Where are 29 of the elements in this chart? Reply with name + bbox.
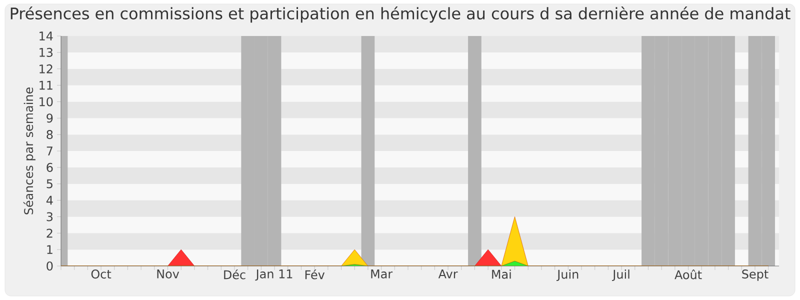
x-tick-label: Déc <box>224 270 246 280</box>
y-tick-label: 7 <box>46 146 52 156</box>
y-tick-label: 3 <box>46 212 53 222</box>
y-tick-label: 0 <box>46 261 53 271</box>
x-tick-label: Oct <box>91 270 112 279</box>
x-tick-label: Jan 11 <box>255 270 292 281</box>
x-tick-label: Mai <box>492 270 511 279</box>
y-tick-label: 4 <box>46 196 53 205</box>
x-tick-label: Août <box>674 270 702 280</box>
x-tick-label: Sept <box>742 270 768 281</box>
y-tick-label: 1 <box>47 245 52 254</box>
y-tick-label: 6 <box>46 162 53 172</box>
y-tick-label: 8 <box>46 130 53 140</box>
y-tick-label: 5 <box>46 179 52 188</box>
x-tick-label: Juil <box>612 270 630 281</box>
y-tick-label: 12 <box>40 64 52 74</box>
x-tick-label: Mar <box>371 270 393 278</box>
y-tick-label: 2 <box>46 228 52 238</box>
chart-title: Présences en commissions et participation en hémicycle au cours d sa dernière année de mandat <box>10 6 790 23</box>
y-axis-title: Séances par semaine <box>23 88 36 214</box>
y-tick-label: 9 <box>46 114 53 123</box>
x-tick-label: Fév <box>305 270 325 280</box>
y-tick-label: 14 <box>40 32 53 40</box>
y-tick-label: 13 <box>40 48 53 57</box>
x-tick-label: Nov <box>157 270 180 278</box>
x-tick-label: Avr <box>438 270 458 278</box>
y-tick-label: 10 <box>40 97 53 106</box>
x-tick-label: Juin <box>556 270 578 281</box>
y-tick-label: 11 <box>40 80 52 90</box>
